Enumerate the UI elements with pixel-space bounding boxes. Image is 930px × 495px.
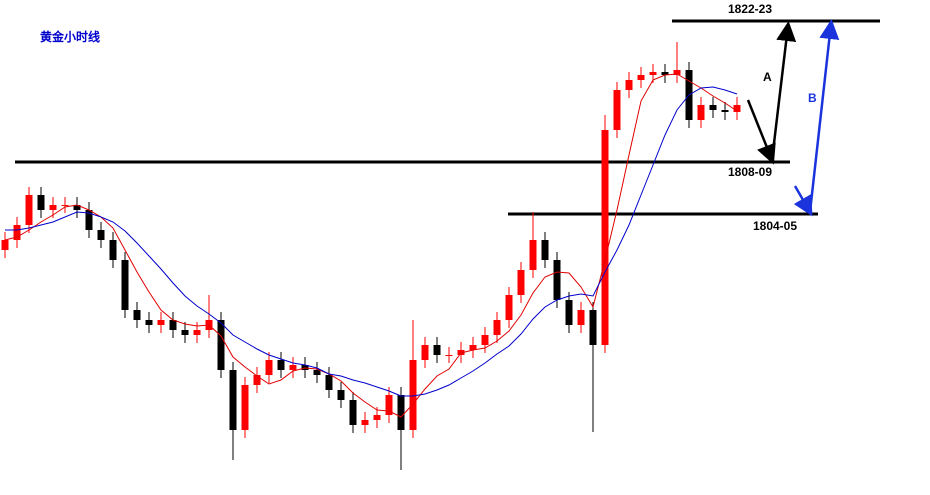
annotation-a: A [763,70,772,84]
candle-body [421,345,429,360]
moving-average [4,73,738,418]
candle-body [709,105,717,110]
chart-title: 黄金小时线 [40,29,100,44]
candle-body [253,375,261,385]
candle-body [361,420,369,425]
candle-body [229,370,237,430]
candle-body [385,395,393,415]
candle-body [169,320,177,330]
candle-body [553,260,561,300]
level-label: 1804-05 [753,219,797,233]
candle-body [673,70,681,75]
candle-body [217,320,225,370]
candle-body [241,385,249,430]
candle-body [529,240,537,270]
candle-body [109,240,117,260]
candle-body [373,415,381,420]
candle-body [601,130,609,345]
candle-body [313,370,321,375]
candle-body [85,210,93,230]
candle-body [289,365,297,370]
candle-body [697,105,705,120]
level-label: 1808-09 [728,165,772,179]
moving-average [5,86,738,397]
candle-body [13,225,21,240]
scenario-a-down [746,99,776,165]
candle-body [433,345,441,355]
candle-body [445,355,453,356]
candle-body [73,205,81,210]
candle-body [133,310,141,320]
candle-body [121,260,129,310]
candle-body [493,320,501,335]
candle-body [277,360,285,370]
candle-body [625,80,633,90]
candle-body [37,195,45,210]
candle-body [577,310,585,325]
candle-body [25,195,33,225]
candle-body [157,320,165,325]
candle-body [193,330,201,335]
candle-body [337,390,345,400]
candle-body [517,270,525,295]
candle-body [181,330,189,335]
candle-body [97,230,105,240]
candle-body [409,360,417,430]
candle-body [613,90,621,130]
candle-body [49,205,57,210]
level-label: 1822-23 [728,2,772,16]
candle-body [61,205,69,206]
candle-body [661,72,669,75]
annotation-b: B [808,91,817,105]
scenario-b-down [793,185,813,217]
scenario-a-up [770,21,797,161]
candle-body [481,335,489,345]
candle-body [649,72,657,75]
candle-body [541,240,549,260]
candle-body [721,110,729,112]
candle-body [565,300,573,325]
candle-body [733,105,741,112]
scenario-b-up [808,19,840,213]
candle-body [145,320,153,325]
candle-body [589,310,597,345]
candle-body [325,375,333,390]
candle-body [397,395,405,430]
candle-body [349,400,357,425]
candle-body [637,75,645,80]
candle-body [469,345,477,350]
candle-body [265,360,273,375]
candle-body [505,295,513,320]
candle-body [1,240,9,250]
